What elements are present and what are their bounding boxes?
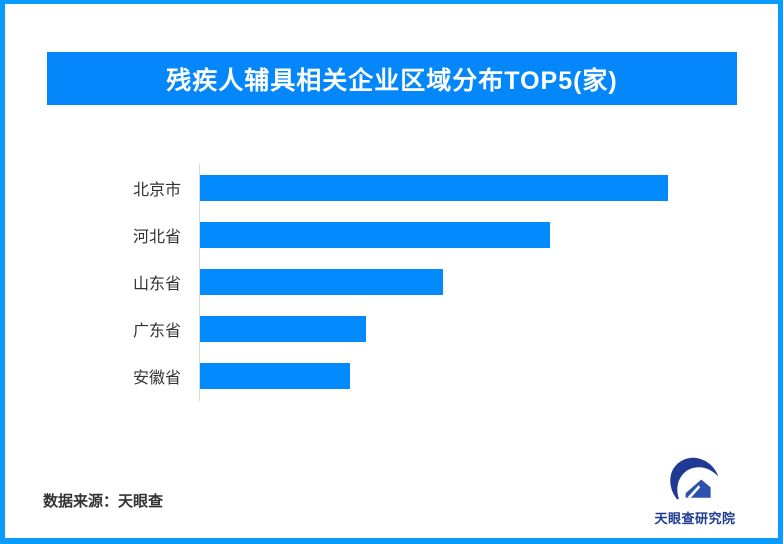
chart-title: 残疾人辅具相关企业区域分布TOP5(家) [166,66,618,95]
data-source-text: 数据来源：天眼查 [43,493,164,510]
chart-title-banner: 残疾人辅具相关企业区域分布TOP5(家) [47,52,737,105]
brand-logo-text: 天眼查研究院 [654,511,736,526]
category-label: 河北省 [132,228,181,246]
tianyancha-eye-logo-icon [670,457,719,500]
chart-row: 北京市 [5,164,778,211]
chart-row: 广东省 [5,305,778,352]
category-label: 安徽省 [132,369,181,387]
bar-北京市 [200,174,668,201]
y-axis-line [199,164,200,401]
bar-河北省 [200,221,550,248]
bar-安徽省 [200,362,350,389]
chart-row: 安徽省 [5,352,778,399]
bar-rows: 北京市河北省山东省广东省安徽省 [5,164,778,399]
category-label: 北京市 [132,181,181,199]
bar-chart: 北京市河北省山东省广东省安徽省 [5,164,778,401]
chart-row: 山东省 [5,258,778,305]
chart-row: 河北省 [5,211,778,258]
category-label: 广东省 [132,322,181,340]
bar-广东省 [200,315,366,342]
bar-山东省 [200,268,443,295]
brand-logo: 天眼查研究院 [640,454,750,527]
category-label: 山东省 [132,275,181,293]
